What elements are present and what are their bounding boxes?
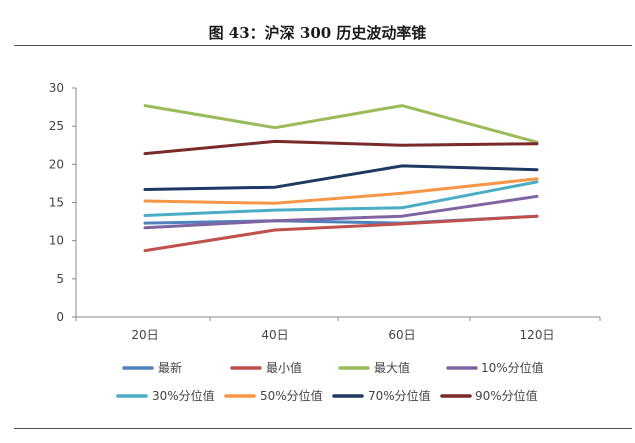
legend-label: 90%分位值 (475, 388, 538, 403)
y-tick-label: 0 (56, 310, 64, 324)
legend-label: 最新 (158, 360, 182, 375)
legend-label: 50%分位值 (260, 388, 323, 403)
legend-label: 10%分位值 (481, 360, 544, 375)
legend-label: 最小值 (266, 360, 302, 375)
legend-label: 最大值 (374, 360, 410, 375)
y-tick-label: 10 (49, 234, 64, 248)
top-rule (14, 45, 632, 46)
legend: 最新 最小值 最大值 10%分位值 30%分位值 50%分位值 70%分位值 90%分位值 (116, 360, 544, 403)
series-line-3 (143, 194, 539, 230)
legend-label: 70%分位值 (368, 388, 431, 403)
bottom-rule (14, 428, 632, 429)
series-line-1 (143, 214, 539, 253)
x-axis-ticks: 20日 40日 60日 120日 (75, 317, 601, 342)
series-line-2 (143, 104, 539, 144)
x-tick-label: 40日 (261, 328, 288, 342)
y-tick-label: 25 (49, 119, 64, 133)
y-tick-label: 15 (49, 196, 64, 210)
x-tick-label: 60日 (388, 328, 415, 342)
x-tick-label: 120日 (520, 328, 555, 342)
series-line-7 (143, 139, 539, 156)
x-tick-label: 20日 (131, 328, 158, 342)
legend-label: 30%分位值 (152, 388, 215, 403)
y-tick-label: 5 (56, 272, 64, 286)
series-line-4 (143, 180, 539, 217)
y-tick-label: 20 (49, 157, 64, 171)
y-axis-ticks: 0 5 10 15 20 25 30 (49, 81, 76, 324)
series-line-5 (143, 177, 539, 205)
chart-title: 图 43：沪深 300 历史波动率锥 (208, 24, 427, 42)
y-tick-label: 30 (49, 81, 64, 95)
series-lines (143, 104, 539, 253)
series-line-6 (143, 164, 539, 191)
